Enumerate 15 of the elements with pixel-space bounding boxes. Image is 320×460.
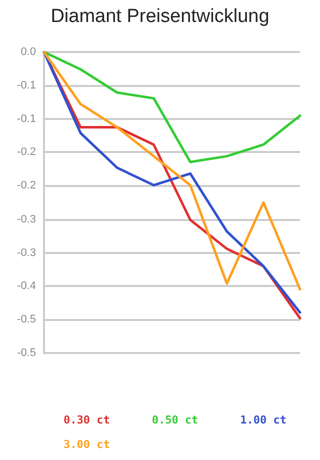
y-tick-label: -0.5 (17, 313, 36, 326)
y-tick-label: -0.3 (17, 246, 36, 259)
y-tick-label: -0.1 (17, 113, 36, 126)
text: 1.00 ct (240, 414, 287, 426)
text: 0.30 ct (63, 414, 110, 426)
y-tick-label: -0.4 (17, 280, 36, 292)
y-tick-label: -0.5 (17, 347, 36, 359)
text: 3.00 ct (63, 438, 110, 451)
y-tick-label: -0.2 (17, 146, 36, 158)
chart-title: Diamant Preisentwicklung (50, 6, 270, 27)
text: 0.50 ct (152, 414, 198, 426)
y-tick-label: -0.2 (17, 180, 36, 192)
y-tick-label: 0.0 (20, 46, 36, 58)
y-tick-label: -0.3 (17, 213, 36, 226)
y-tick-label: -0.1 (17, 80, 36, 92)
